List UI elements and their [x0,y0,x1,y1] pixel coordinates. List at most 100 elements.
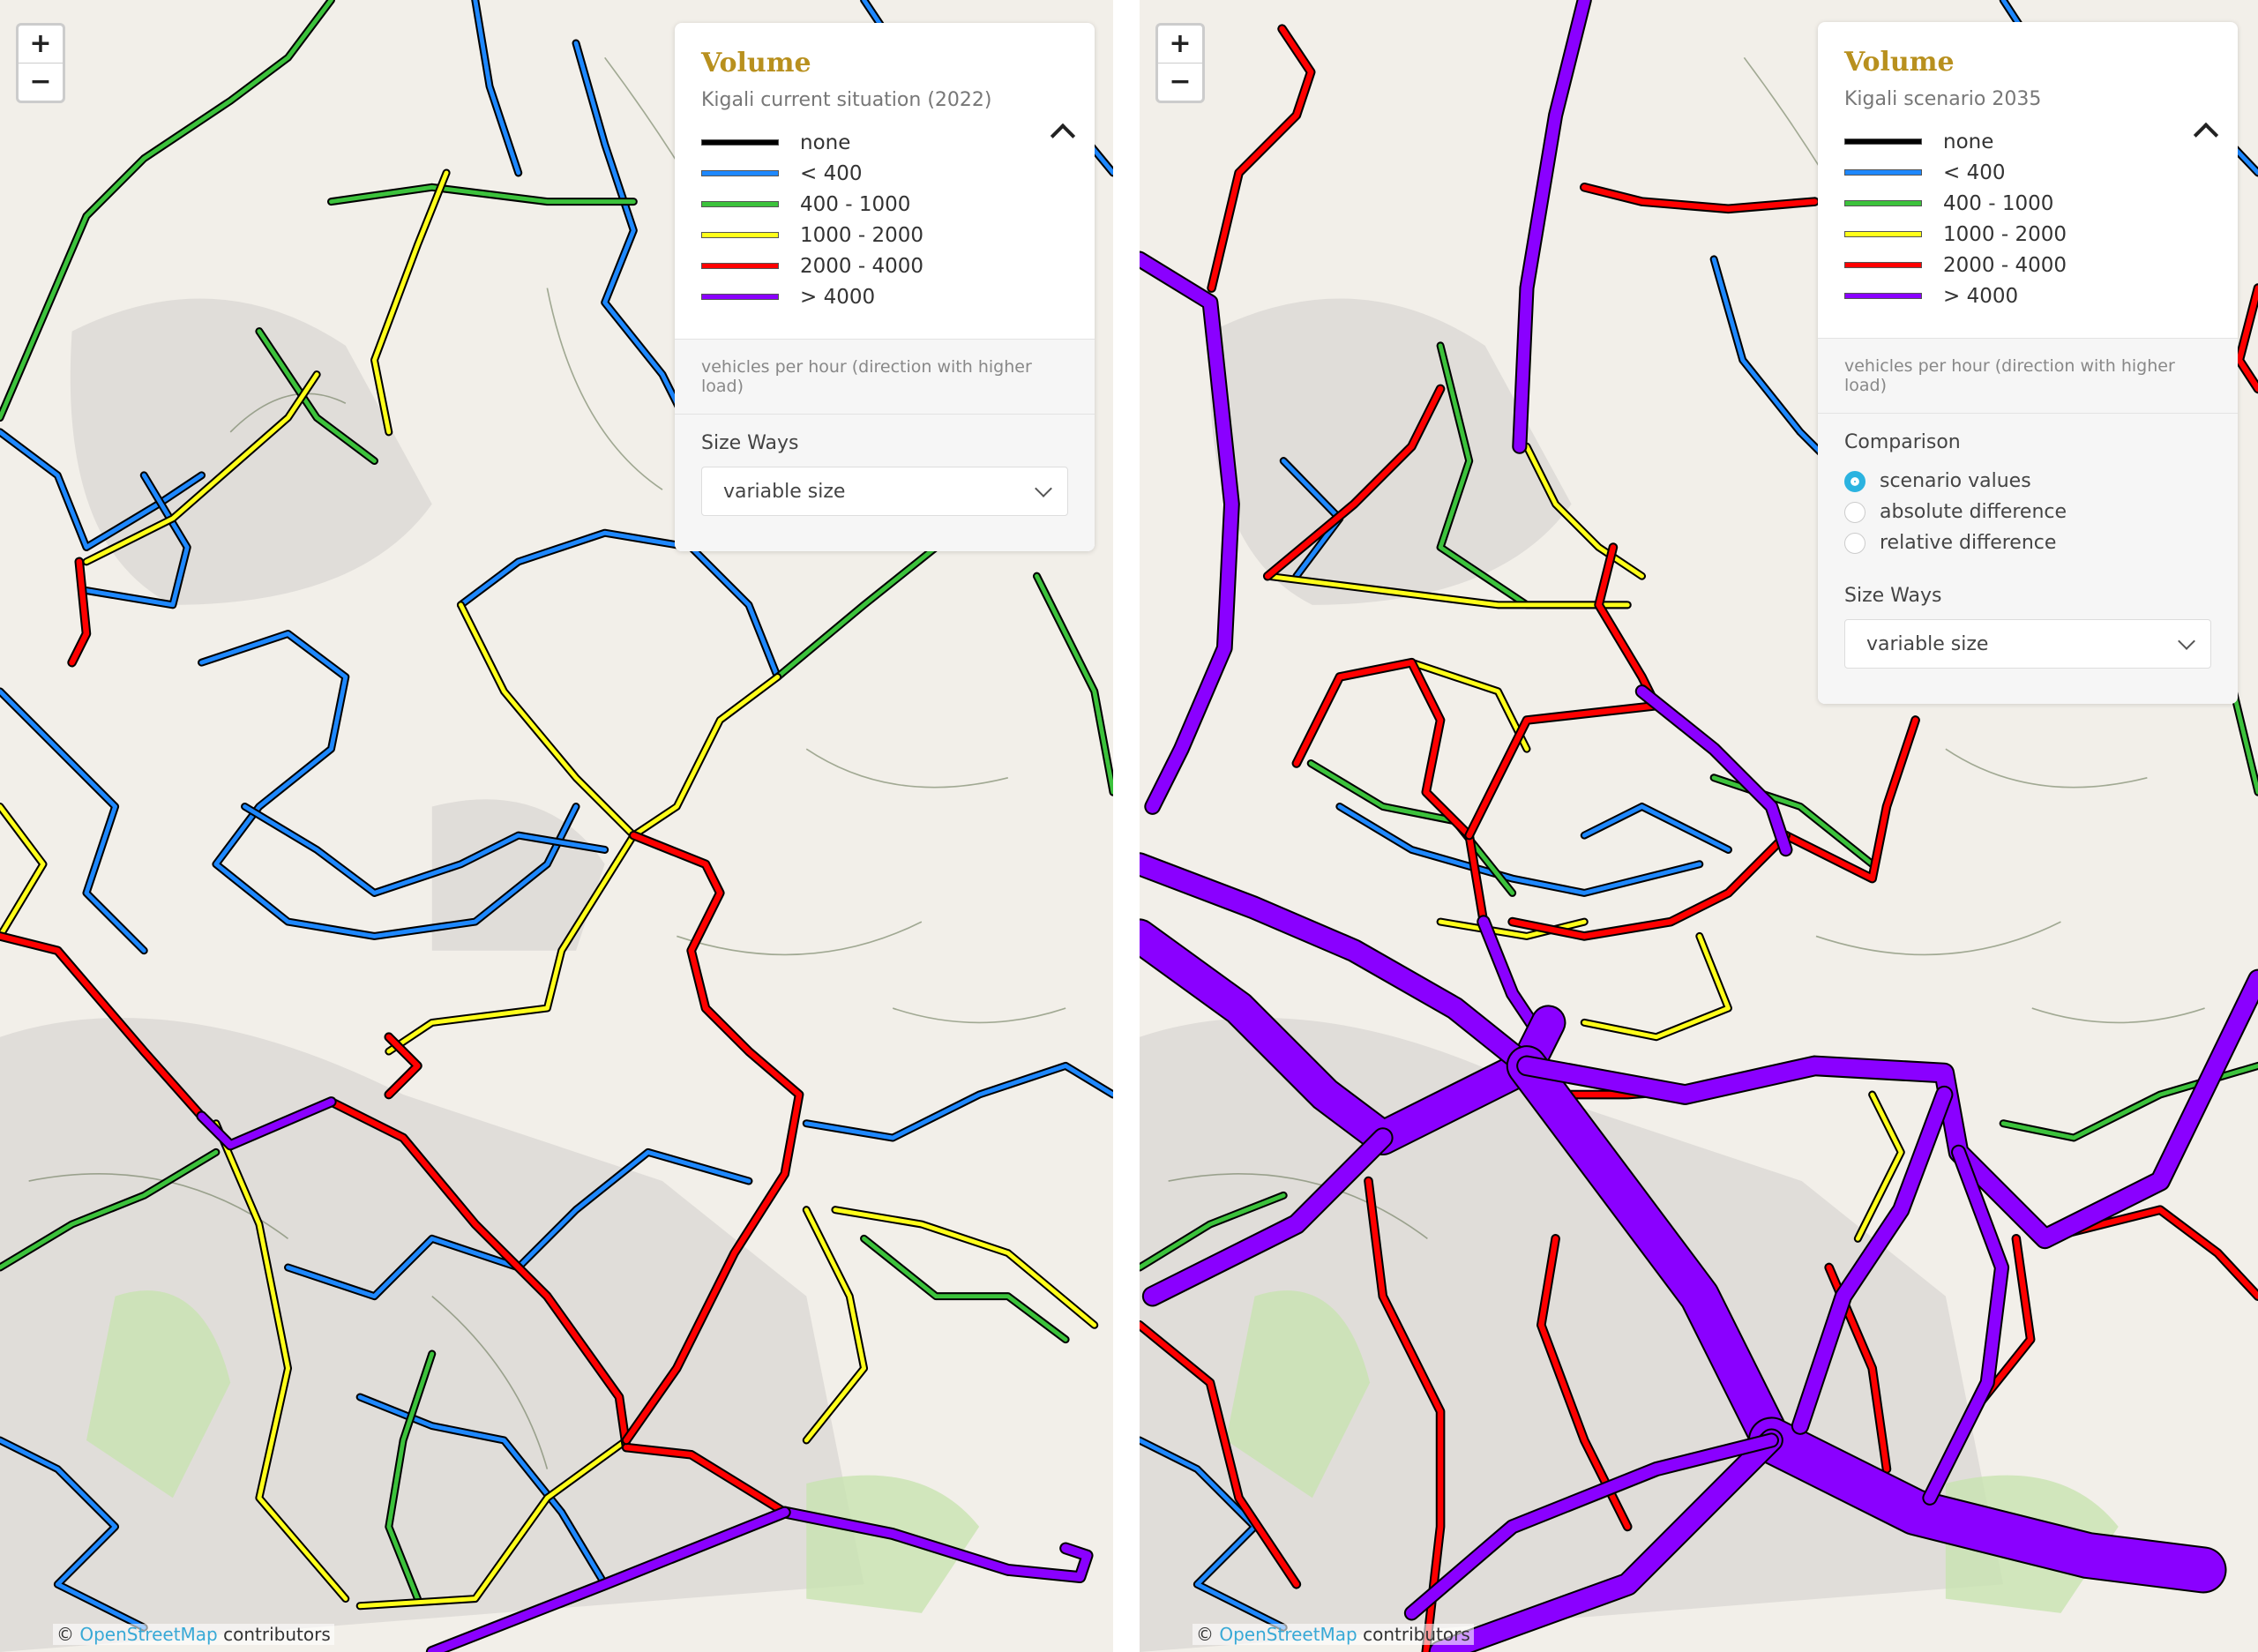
radio-button[interactable] [1844,470,1865,492]
road-1000_2000 [372,170,449,435]
road-gt4000 [198,1098,335,1149]
road-network-layer [0,0,1113,1652]
road-lt400 [458,530,781,679]
legend-swatch [1844,138,1922,145]
road-1000_2000 [831,1206,1099,1329]
road-2000_4000 [1783,717,1918,882]
legend-swatch [701,294,779,300]
radio-button[interactable] [1844,501,1865,523]
road-2000_4000 [1509,832,1789,939]
road-1000_2000 [386,833,636,1054]
copyright-symbol: © [1196,1624,1214,1645]
legend-swatch [701,170,779,176]
road-400_1000 [0,0,333,421]
legend-item: 400 - 1000 [701,189,1068,220]
legend-swatch [1844,231,1922,237]
road-1000_2000 [458,602,636,838]
road-gt4000 [1792,1087,1952,1433]
unit-note: vehicles per hour (direction with higher… [675,339,1095,415]
legend-item: > 4000 [701,281,1068,312]
road-1000_2000 [1581,933,1731,1040]
road-gt4000 [1430,1430,1782,1652]
road-2000_4000 [1581,184,1818,213]
copyright-symbol: © [56,1624,74,1645]
road-400_1000 [860,1234,1070,1344]
road-400_1000 [386,1351,435,1602]
road-2000_4000 [1208,26,1314,291]
legend-label: < 400 [1943,161,2006,184]
road-lt400 [0,687,148,955]
panel-subtitle: Kigali current situation (2022) [701,89,992,111]
road-400_1000 [257,329,377,463]
road-gt4000 [1634,684,1793,857]
road-1000_2000 [84,372,319,564]
road-400_1000 [1032,572,1113,796]
road-400_1000 [1709,774,1877,869]
road-lt400 [804,1063,1113,1140]
map-attribution: © OpenStreetMap contributors [1193,1624,1474,1645]
road-lt400 [802,1061,1113,1142]
legend-swatch [701,263,779,269]
chevron-down-icon [1035,480,1052,497]
zoom-in-button[interactable]: + [1169,28,1192,59]
radio-absolute-difference[interactable]: absolute difference [1844,497,2211,527]
legend-swatch [701,139,779,146]
osm-link[interactable]: OpenStreetMap [79,1624,218,1645]
road-2000_4000 [1264,385,1444,579]
road-2000_4000 [623,1444,789,1515]
radio-scenario-values[interactable]: scenario values [1844,466,2211,497]
legend-label: 1000 - 2000 [1943,222,2067,246]
radio-label: absolute difference [1880,501,2067,523]
road-lt400 [0,1438,146,1630]
radio-label: relative difference [1880,532,2057,554]
road-gt4000 [427,1507,789,1652]
radio-label: scenario values [1880,470,2031,492]
radio-button[interactable] [1844,532,1865,554]
legend-label: > 4000 [1943,284,2019,308]
legend-item: 2000 - 4000 [1844,250,2211,280]
road-gt4000 [1405,1434,1777,1619]
road-2000_4000 [1466,702,1660,839]
zoom-in-button[interactable]: + [29,28,52,59]
road-2000_4000 [384,1032,422,1100]
legend-panel-scenario: Volume Kigali scenario 2035 none < 400 4… [1818,22,2238,704]
zoom-out-button[interactable]: − [19,63,63,101]
volume-legend: none < 400 400 - 1000 1000 - 2000 2000 -… [701,127,1068,312]
road-gt4000 [780,1507,1092,1581]
legend-item: 1000 - 2000 [701,220,1068,250]
zoom-control: + − [16,23,65,103]
road-gt4000 [1507,1047,1791,1460]
road-1000_2000 [629,672,782,840]
road-2000_4000 [385,1034,421,1098]
legend-item: none [701,127,1068,158]
legend-label: none [800,131,851,154]
road-1000_2000 [1438,919,1587,938]
legend-swatch [1844,262,1922,268]
legend-swatch [1844,169,1922,176]
legend-panel-current: Volume Kigali current situation (2022) n… [675,23,1095,551]
road-400_1000 [862,1236,1068,1342]
size-ways-select[interactable]: variable size [1844,619,2211,669]
zoom-control: + − [1155,23,1205,103]
radio-relative-difference[interactable]: relative difference [1844,527,2211,558]
legend-item: 400 - 1000 [1844,188,2211,219]
road-gt4000 [1512,0,1592,454]
road-lt400 [199,632,579,938]
attribution-suffix: contributors [217,1624,331,1645]
panel-title: Volume [701,48,811,78]
road-lt400 [473,0,521,176]
road-1000_2000 [357,1438,629,1609]
map-scenario-2035[interactable]: + − © OpenStreetMap contributors [1140,0,2258,1652]
road-400_1000 [1035,573,1113,795]
osm-link[interactable]: OpenStreetMap [1219,1624,1357,1645]
road-lt400 [0,689,146,953]
size-ways-select[interactable]: variable size [701,467,1068,516]
road-gt4000 [1518,970,2258,1248]
road-2000_4000 [328,1098,630,1451]
zoom-out-button[interactable]: − [1158,63,1202,101]
legend-item: > 4000 [1844,280,2211,311]
legend-label: < 400 [800,161,863,185]
road-lt400 [456,528,782,681]
road-lt400 [0,430,205,549]
legend-label: 400 - 1000 [800,192,911,216]
